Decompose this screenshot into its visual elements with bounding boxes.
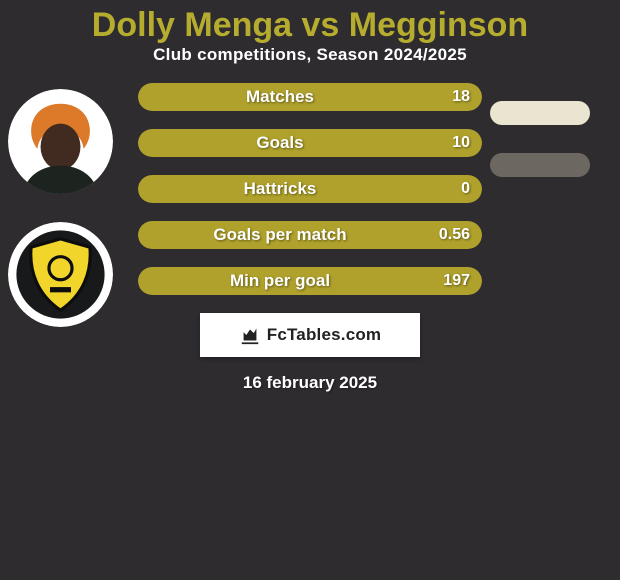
logo-label: FcTables.com bbox=[267, 325, 382, 345]
stat-value: 0.56 bbox=[439, 221, 470, 249]
stats-chart: Matches 18 Goals 10 Hattricks 0 Goals per matc… bbox=[138, 83, 482, 295]
page-title: Dolly Menga vs Megginson bbox=[0, 0, 620, 45]
side-pill bbox=[490, 101, 590, 125]
player-avatar bbox=[8, 89, 113, 194]
stat-value: 197 bbox=[443, 267, 470, 295]
stat-label: Hattricks bbox=[138, 175, 422, 203]
stat-row: Matches 18 bbox=[138, 83, 482, 111]
stat-value: 0 bbox=[461, 175, 470, 203]
stat-row: Goals 10 bbox=[138, 129, 482, 157]
stat-row: Goals per match 0.56 bbox=[138, 221, 482, 249]
content-area: Matches 18 Goals 10 Hattricks 0 Goals per matc… bbox=[0, 83, 620, 295]
stat-label: Min per goal bbox=[138, 267, 422, 295]
date-label: 16 february 2025 bbox=[0, 373, 620, 393]
stat-row: Hattricks 0 bbox=[138, 175, 482, 203]
side-pill bbox=[490, 153, 590, 177]
chart-icon bbox=[239, 324, 261, 346]
avatar-column bbox=[8, 89, 113, 327]
stat-value: 18 bbox=[452, 83, 470, 111]
page-subtitle: Club competitions, Season 2024/2025 bbox=[0, 45, 620, 65]
stat-label: Goals bbox=[138, 129, 422, 157]
stat-label: Goals per match bbox=[138, 221, 422, 249]
club-badge bbox=[8, 222, 113, 327]
fctables-logo[interactable]: FcTables.com bbox=[200, 313, 420, 357]
stat-value: 10 bbox=[452, 129, 470, 157]
stat-row: Min per goal 197 bbox=[138, 267, 482, 295]
stat-label: Matches bbox=[138, 83, 422, 111]
